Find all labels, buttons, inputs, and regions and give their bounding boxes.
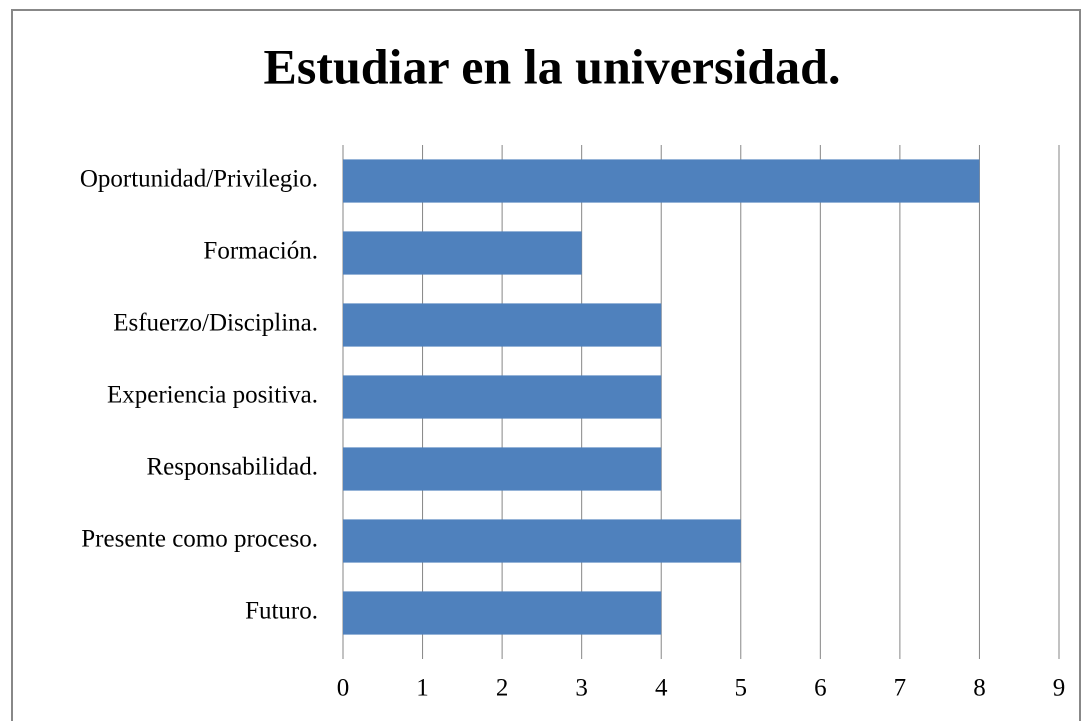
y-tick-label: Formación. <box>203 238 318 265</box>
x-tick-label: 3 <box>575 675 588 702</box>
x-tick-label: 4 <box>655 675 668 702</box>
x-tick-label: 9 <box>1053 675 1066 702</box>
bar <box>343 519 741 563</box>
x-tick-label: 7 <box>894 675 907 702</box>
x-tick-label: 1 <box>416 675 429 702</box>
bar <box>343 159 980 203</box>
y-tick-label: Experiencia positiva. <box>107 382 318 409</box>
bar <box>343 591 662 635</box>
x-tick-label: 6 <box>814 675 827 702</box>
x-tick-label: 2 <box>496 675 509 702</box>
y-tick-label: Presente como proceso. <box>81 526 318 553</box>
x-tick-label: 5 <box>735 675 748 702</box>
bar <box>343 447 662 491</box>
y-tick-label: Futuro. <box>245 598 318 625</box>
bar <box>343 231 582 275</box>
chart-title: Estudiar en la universidad. <box>263 38 840 94</box>
x-tick-label: 8 <box>973 675 986 702</box>
x-tick-label: 0 <box>337 675 350 702</box>
bar <box>343 303 662 347</box>
y-tick-label: Esfuerzo/Disciplina. <box>113 310 318 337</box>
y-tick-label: Responsabilidad. <box>146 454 318 481</box>
bar <box>343 375 662 419</box>
y-tick-label: Oportunidad/Privilegio. <box>80 166 318 193</box>
